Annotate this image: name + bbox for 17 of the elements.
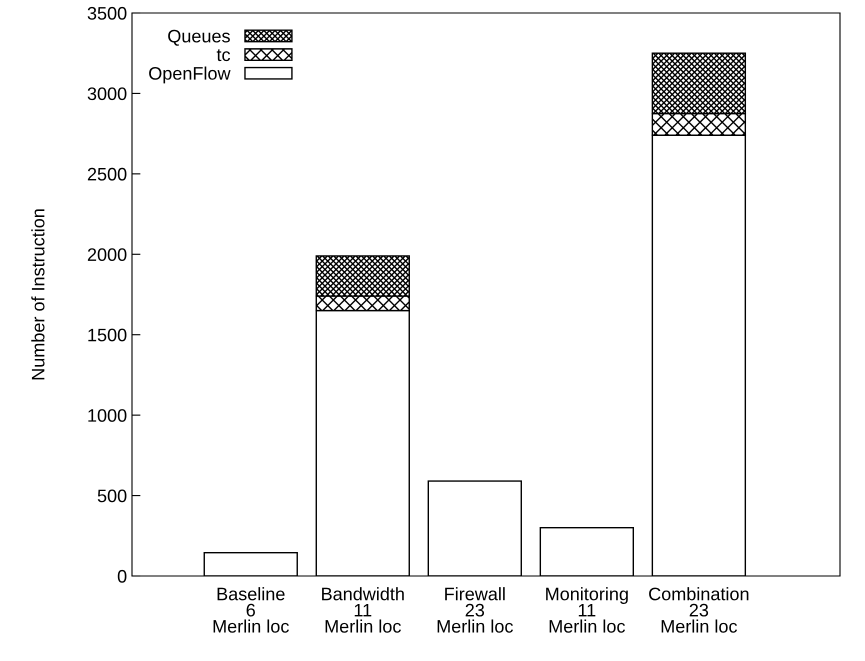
y-tick-label: 3000 [88, 87, 126, 100]
x-tick-label: Bandwidth 11 Merlin loc [322, 587, 404, 633]
y-tick-label: 1000 [88, 409, 126, 422]
x-tick-label: Monitoring 11 Merlin loc [546, 587, 628, 633]
y-axis-title: Number of Instruction [31, 209, 45, 380]
x-tick-label: Baseline 6 Merlin loc [214, 587, 289, 633]
y-tick-label: 0 [118, 570, 126, 583]
y-tick-label: 2000 [88, 248, 126, 262]
y-tick-label: 1500 [88, 328, 126, 342]
y-tick-label: 500 [98, 490, 126, 502]
x-tick-label: Combination 23 Merlin loc [649, 587, 748, 633]
legend-label: tc [216, 49, 230, 62]
x-tick-label: Firewall 23 Merlin loc [438, 587, 513, 633]
legend-label: OpenFlow [149, 66, 231, 84]
y-tick-label: 2500 [88, 168, 126, 181]
legend-label: Queues [168, 30, 230, 46]
y-tick-label: 3500 [88, 6, 126, 20]
